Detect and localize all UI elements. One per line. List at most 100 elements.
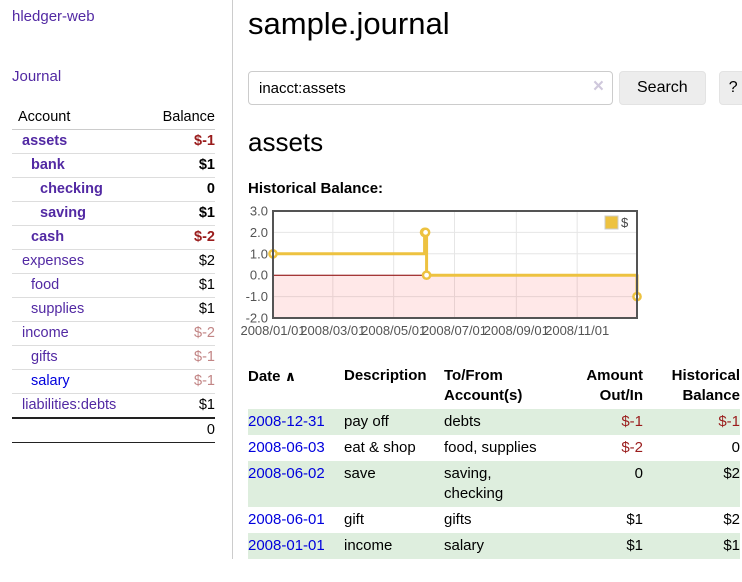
app: hledger-web Journal Account Balance asse… <box>0 0 742 559</box>
txn-balance: $2 <box>723 465 740 482</box>
legend-swatch <box>604 215 619 230</box>
account-row-supplies: supplies $1 <box>12 297 215 322</box>
register-header-row: Date ∧ Description To/From Account(s) Am… <box>248 363 740 409</box>
legend-label: $ <box>621 215 629 230</box>
account-link-saving[interactable]: saving <box>40 205 86 221</box>
account-row-saving: saving $1 <box>12 201 215 226</box>
account-balance-saving: $1 <box>155 201 215 226</box>
account-balance-supplies: $1 <box>155 297 215 322</box>
txn-amount: $-1 <box>621 413 643 430</box>
account-row-food: food $1 <box>12 273 215 298</box>
txn-date-link[interactable]: 2008-06-03 <box>248 439 325 456</box>
search-input[interactable] <box>248 71 613 105</box>
balance-chart-svg[interactable]: $3.0 2.0 1.0 0.0 -1.0 -2.02008/01/012008/03/0… <box>240 202 740 342</box>
accounts-header-row: Account Balance <box>12 106 215 130</box>
svg-text:3.0: 3.0 <box>250 204 268 219</box>
col-historical-balance: Historical Balance <box>671 367 740 404</box>
txn-date-link[interactable]: 2008-12-31 <box>248 413 325 430</box>
txn-accounts: food, supplies <box>444 439 537 456</box>
accounts-col-balance: Balance <box>155 106 215 130</box>
account-row-assets: assets $-1 <box>12 129 215 154</box>
svg-text:-1.0: -1.0 <box>246 289 268 304</box>
svg-text:2008/05/01: 2008/05/01 <box>361 323 426 338</box>
account-balance-checking: 0 <box>155 177 215 202</box>
account-row-cash: cash $-2 <box>12 225 215 250</box>
account-link-supplies[interactable]: supplies <box>31 301 85 317</box>
register-row: 2008-01-01 income salary $1 $1 <box>248 533 740 559</box>
txn-balance: $1 <box>723 537 740 554</box>
account-balance-bank: $1 <box>155 153 215 178</box>
txn-accounts: salary <box>444 537 485 554</box>
account-link-assets[interactable]: assets <box>22 133 68 149</box>
txn-accounts: gifts <box>444 511 472 528</box>
account-link-income[interactable]: income <box>22 325 69 341</box>
y-axis-labels: 3.0 2.0 1.0 0.0 -1.0 -2.0 <box>246 204 268 326</box>
account-link-bank[interactable]: bank <box>31 157 65 173</box>
txn-amount: 0 <box>634 465 643 482</box>
account-balance-liabilities-debts: $1 <box>155 393 215 419</box>
sort-asc-icon: ∧ <box>284 368 297 384</box>
sidebar-nav: Journal <box>12 68 218 86</box>
account-link-checking[interactable]: checking <box>40 181 103 197</box>
svg-text:2008/03/01: 2008/03/01 <box>300 323 365 338</box>
balance-chart: $3.0 2.0 1.0 0.0 -1.0 -2.0 2008/01/01 2008/03/0… <box>240 202 742 342</box>
chart-legend: $ <box>604 215 629 230</box>
txn-date-link[interactable]: 2008-06-01 <box>248 511 325 528</box>
col-amount-out-in: Amount Out/In <box>586 367 643 404</box>
svg-text:2008/01/01: 2008/01/01 <box>240 323 305 338</box>
register-row: 2008-06-03 eat & shop food, supplies $-2… <box>248 435 740 461</box>
account-link-expenses[interactable]: expenses <box>22 253 85 269</box>
col-description: Description <box>344 367 427 384</box>
brand-link[interactable]: hledger-web <box>12 8 95 25</box>
txn-accounts: saving, checking <box>444 465 504 502</box>
txn-balance: 0 <box>731 439 740 456</box>
txn-description: income <box>344 537 393 554</box>
txn-date-link[interactable]: 2008-06-02 <box>248 465 325 482</box>
txn-accounts: debts <box>444 413 481 430</box>
chart-title: Historical Balance: <box>248 180 384 197</box>
help-button[interactable]: ? <box>718 71 742 105</box>
account-balance-cash: $-2 <box>155 225 215 250</box>
account-link-cash[interactable]: cash <box>31 229 65 245</box>
svg-text:1.0: 1.0 <box>250 246 268 261</box>
search-button[interactable]: Search <box>619 71 706 105</box>
account-balance-salary: $-1 <box>155 369 215 394</box>
svg-text:2008/11/01: 2008/11/01 <box>545 323 609 338</box>
account-link-liabilities-debts[interactable]: liabilities:debts <box>22 397 117 413</box>
account-row-salary: salary $-1 <box>12 369 215 394</box>
txn-date-link[interactable]: 2008-01-01 <box>248 537 325 554</box>
register-row: 2008-06-01 gift gifts $1 $2 <box>248 507 740 533</box>
register-table: Date ∧ Description To/From Account(s) Am… <box>248 363 740 559</box>
col-date[interactable]: Date ∧ <box>248 368 297 385</box>
svg-text:2008/07/01: 2008/07/01 <box>422 323 487 338</box>
txn-description: pay off <box>344 413 389 430</box>
search-bar: × Search ? <box>248 71 742 105</box>
accounts-total-value: 0 <box>155 417 215 443</box>
account-link-salary[interactable]: salary <box>31 373 70 389</box>
main-content: sample.journal × Search ? assets Histori… <box>233 0 742 559</box>
txn-amount: $1 <box>626 511 643 528</box>
clear-search-icon[interactable]: × <box>592 76 604 97</box>
txn-amount: $1 <box>626 537 643 554</box>
account-row-expenses: expenses $2 <box>12 249 215 274</box>
page-title: sample.journal <box>248 6 450 41</box>
nav-journal-link[interactable]: Journal <box>12 68 62 85</box>
account-balance-assets: $-1 <box>155 129 215 154</box>
col-tofrom-accounts: To/From Account(s) <box>444 367 523 404</box>
account-link-food[interactable]: food <box>31 277 60 293</box>
accounts-total-row: 0 <box>12 417 215 443</box>
account-row-checking: checking 0 <box>12 177 215 202</box>
account-balance-gifts: $-1 <box>155 345 215 370</box>
txn-description: save <box>344 465 376 482</box>
search-input-wrap: × <box>248 71 613 105</box>
accounts-col-account: Account <box>12 106 155 130</box>
account-balance-expenses: $2 <box>155 249 215 274</box>
accounts-table: Account Balance assets $-1 bank $1 check… <box>12 106 215 443</box>
plot-border <box>272 210 638 319</box>
negative-region <box>273 275 637 318</box>
sidebar: hledger-web Journal Account Balance asse… <box>0 0 233 559</box>
account-balance-food: $1 <box>155 273 215 298</box>
register-row: 2008-12-31 pay off debts $-1 $-1 <box>248 409 740 435</box>
account-link-gifts[interactable]: gifts <box>31 349 58 365</box>
svg-text:0.0: 0.0 <box>250 268 268 283</box>
